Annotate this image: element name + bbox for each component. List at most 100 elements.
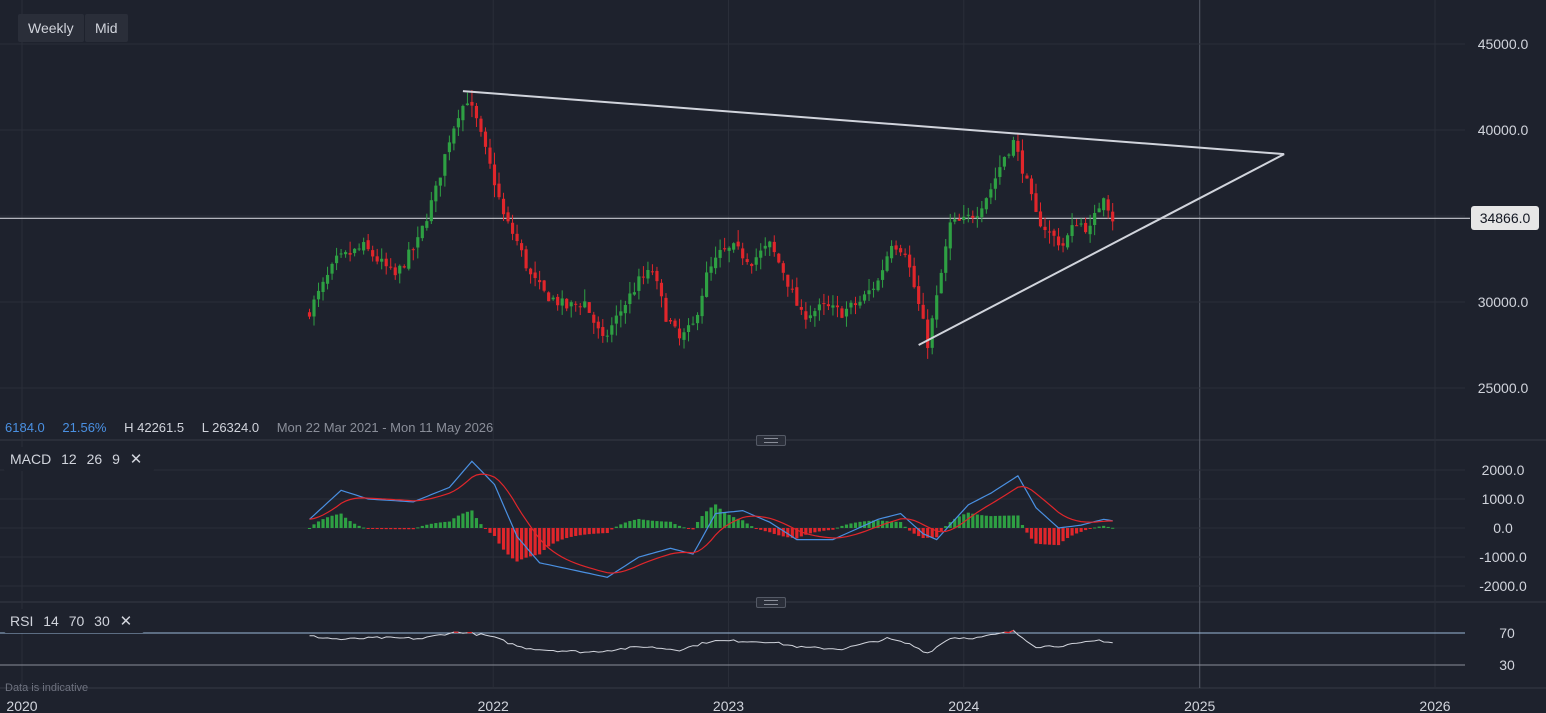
candle-body — [926, 319, 930, 349]
macd-tick-label: 1000.0 — [1482, 491, 1525, 507]
candle-body — [1106, 199, 1110, 211]
candle-body — [375, 256, 379, 262]
macd-tick-label: 0.0 — [1493, 520, 1513, 536]
candle-body — [754, 257, 758, 265]
macd-histogram-bar — [844, 524, 849, 528]
macd-histogram-bar — [497, 528, 501, 544]
candle-body — [407, 249, 411, 269]
macd-histogram-bar — [1075, 528, 1079, 534]
macd-histogram-bar — [610, 528, 614, 530]
macd-histogram-bar — [344, 517, 348, 528]
candle-body — [605, 335, 609, 337]
macd-legend[interactable]: MACD 12 26 9 ✕ — [4, 447, 155, 471]
candle-body — [714, 257, 718, 269]
candle-body — [822, 303, 826, 305]
candle-body — [971, 215, 975, 218]
candle-body — [795, 287, 799, 306]
macd-histogram-bar — [682, 527, 686, 529]
candle-body — [1102, 198, 1106, 211]
candle-body — [998, 167, 1002, 177]
candle-body — [1111, 211, 1115, 222]
close-icon[interactable]: ✕ — [129, 451, 143, 468]
signal-line — [309, 473, 1113, 574]
candle-body — [980, 208, 984, 218]
candle-body — [592, 314, 596, 323]
macd-histogram-bar — [826, 528, 830, 531]
macd-histogram-bar — [691, 528, 695, 530]
macd-histogram-bar — [438, 522, 442, 528]
candle-body — [668, 320, 673, 322]
macd-histogram-bar — [492, 528, 497, 536]
candle-body — [307, 312, 312, 317]
candle-body — [948, 222, 952, 249]
price-axis: 45000.0 40000.0 30000.0 25000.0 — [1478, 36, 1529, 396]
candle-body — [723, 248, 727, 250]
rsi-axis: 70 30 — [1499, 625, 1515, 673]
macd-histogram-bar — [334, 514, 339, 528]
macd-histogram-bar — [407, 528, 411, 530]
candle-body — [1002, 156, 1006, 167]
macd-histogram-bar — [822, 528, 826, 531]
candle-body — [695, 314, 700, 324]
candles — [307, 89, 1115, 359]
macd-histogram-bar — [353, 523, 357, 528]
macd-histogram-bar — [1016, 515, 1020, 528]
rsi-overbought-segment — [1004, 629, 1014, 634]
candle-body — [1084, 222, 1088, 233]
pane-resize-handle-rsi[interactable] — [756, 597, 786, 608]
macd-histogram-bar — [501, 528, 506, 550]
macd-histogram-bar — [519, 528, 524, 560]
low-value: L 26324.0 — [201, 420, 260, 435]
macd-histogram-bar — [316, 521, 321, 528]
candle-body — [470, 101, 474, 106]
macd-histogram-bar — [605, 528, 609, 534]
macd-histogram-bar — [375, 528, 379, 530]
macd-histogram-bar — [831, 528, 835, 530]
macd-histogram-bar — [705, 511, 709, 528]
candle-body — [316, 290, 321, 300]
candle-body — [384, 258, 388, 267]
candle-body — [479, 118, 483, 132]
macd-histogram-bar — [420, 525, 424, 528]
candle-body — [871, 288, 876, 290]
macd-histogram-bar — [1034, 528, 1038, 544]
candle-body — [799, 307, 803, 310]
candle-body — [497, 183, 501, 198]
rsi-tick-label: 30 — [1499, 657, 1515, 673]
candle-body — [596, 321, 600, 329]
candle-body — [984, 198, 988, 210]
rsi-legend[interactable]: RSI 14 70 30 ✕ — [4, 609, 145, 633]
change-value: 6184.0 — [5, 420, 45, 435]
interval-button[interactable]: Weekly — [18, 14, 84, 42]
macd-histogram-bar — [470, 510, 474, 528]
trendlines[interactable] — [462, 90, 1285, 346]
macd-histogram-bar — [641, 519, 645, 528]
candle-body — [632, 292, 636, 295]
macd-histogram-bar — [465, 511, 470, 528]
macd-histogram-bar — [723, 512, 727, 528]
candle-body — [425, 221, 429, 228]
candle-body — [339, 253, 343, 255]
macd-histogram-bar — [1106, 526, 1110, 528]
macd-histogram-bar — [926, 528, 930, 538]
close-icon[interactable]: ✕ — [119, 613, 133, 630]
candle-body — [357, 248, 361, 250]
candle-body — [1020, 150, 1025, 174]
pane-resize-handle-macd[interactable] — [756, 435, 786, 446]
macd-histogram-bar — [917, 528, 921, 537]
candle-body — [745, 259, 749, 263]
macd-histogram-bar — [817, 528, 821, 532]
macd-histogram-bar — [632, 519, 636, 528]
macd-histogram-bar — [1011, 515, 1015, 528]
macd-histogram-bar — [695, 521, 700, 528]
macd-histogram-bar — [1056, 528, 1061, 546]
macd-tick-label: -1000.0 — [1479, 549, 1527, 565]
candle-body — [804, 311, 808, 320]
candle-body — [1088, 225, 1092, 235]
macd-histogram-bar — [795, 528, 799, 539]
price-type-button[interactable]: Mid — [85, 14, 128, 42]
rsi-param-period: 14 — [43, 613, 59, 629]
candle-body — [903, 253, 907, 255]
